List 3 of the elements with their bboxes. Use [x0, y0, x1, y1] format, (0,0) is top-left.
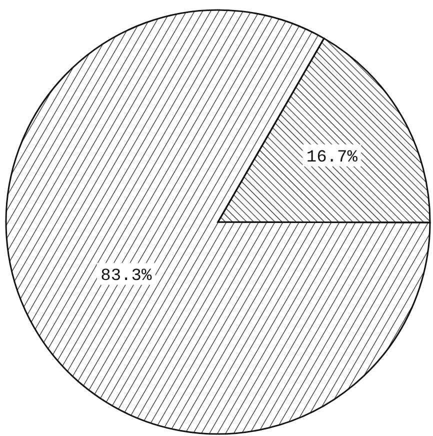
data-label: 83.3%: [100, 266, 152, 286]
data-label: 16.7%: [306, 148, 358, 168]
pie-slice: [6, 9, 431, 435]
